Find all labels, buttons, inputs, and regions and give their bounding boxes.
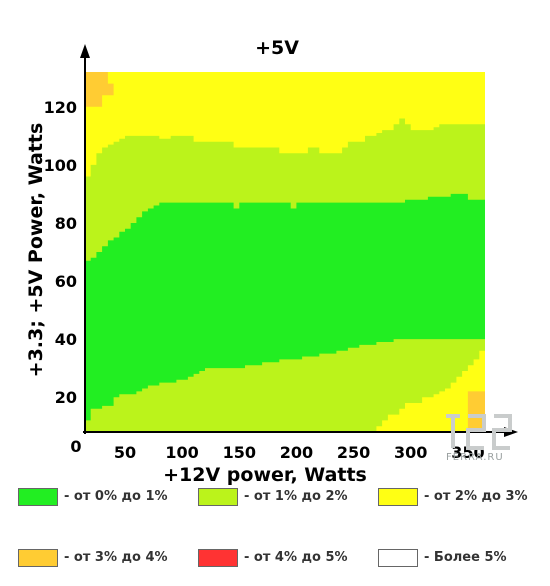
legend-row-2: - от 3% до 4% - от 4% до 5% - Более 5% [0, 549, 550, 571]
legend-swatch [198, 488, 238, 506]
legend-label: - от 3% до 4% [64, 550, 168, 565]
x-tick-label: 200 [280, 443, 313, 462]
region-3-4-corner [85, 72, 114, 107]
chart-title: +5V [255, 37, 299, 59]
x-tick-label: 300 [394, 443, 427, 462]
x-tick-label: 250 [337, 443, 370, 462]
x-tick-label: 150 [223, 443, 256, 462]
region-1-2-lower [85, 339, 485, 432]
x-tick-label: 100 [165, 443, 198, 462]
chart: +5V +12V power, Watts +3.3; +5V Power, W… [25, 37, 518, 486]
y-tick-label: 40 [55, 330, 77, 349]
legend-label: - от 0% до 1% [64, 489, 168, 504]
y-axis-title: +3.3; +5V Power, Watts [25, 123, 47, 378]
y-tick-label: 60 [55, 272, 77, 291]
watermark-text: FERRA.RU [446, 452, 504, 463]
legend-label: - от 1% до 2% [244, 489, 348, 504]
legend-label: - от 4% до 5% [244, 550, 348, 565]
region-3-4-bottom-right [467, 391, 485, 432]
legend-swatch [18, 488, 58, 506]
x-ticks: 50 100 150 200 250 300 350 [114, 443, 485, 462]
y-axis-arrow [80, 44, 90, 58]
axes [80, 44, 518, 437]
x-axis-title: +12V power, Watts [163, 464, 367, 486]
legend-label: - Более 5% [424, 550, 507, 565]
plot-area [85, 72, 485, 432]
legend-swatch [18, 549, 58, 567]
y-tick-label: 20 [55, 388, 77, 407]
origin-label: 0 [70, 437, 81, 456]
legend-row-1: - от 0% до 1% - от 1% до 2% - от 2% до 3… [0, 488, 550, 510]
legend-swatch [378, 488, 418, 506]
y-tick-label: 120 [44, 98, 77, 117]
y-tick-label: 100 [44, 156, 77, 175]
legend-swatch [378, 549, 418, 567]
region-2-3-lower [85, 350, 485, 432]
watermark-logo [440, 408, 524, 468]
legend-label: - от 2% до 3% [424, 489, 528, 504]
legend-swatch [198, 549, 238, 567]
y-ticks: 20 40 60 80 100 120 [44, 98, 77, 407]
x-tick-label: 50 [114, 443, 136, 462]
y-tick-label: 80 [55, 214, 77, 233]
